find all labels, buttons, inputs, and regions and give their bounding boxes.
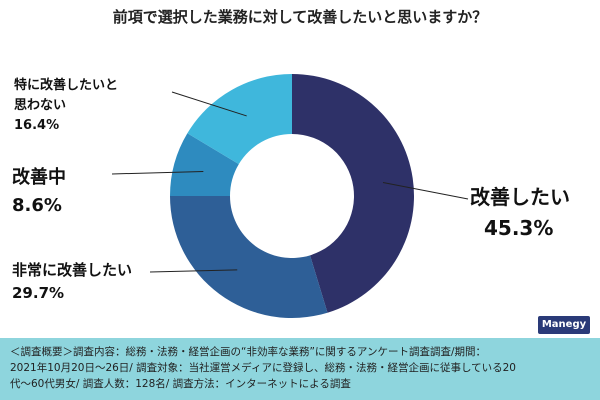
donut-chart: [111, 74, 469, 318]
slice-label-value: 16.4%: [14, 118, 60, 134]
survey-footer: ＜調査概要＞調査内容：総務・法務・経営企画の“非効率な業務”に関するアンケート調…: [0, 338, 600, 400]
slice-label-name: 改善したい: [470, 185, 570, 209]
footer-line-1: ＜調査概要＞調査内容：総務・法務・経営企画の“非効率な業務”に関するアンケート調…: [10, 346, 486, 358]
slice-label-value: 29.7%: [12, 284, 65, 303]
chart-title: 前項で選択した業務に対して改善したいと思いますか？: [112, 8, 488, 26]
slice-label-value: 45.3%: [484, 216, 554, 240]
leader-line-3: [111, 170, 204, 175]
slice-label-name: 思わない: [14, 98, 67, 114]
slice-3: [170, 133, 239, 196]
slice-label-1: 改善したい 45.3%: [470, 182, 570, 244]
slice-label-2: 非常に改善したい 29.7%: [12, 259, 132, 306]
slice-label-value: 8.6%: [12, 194, 62, 216]
leader-line-1: [382, 181, 469, 200]
slice-1: [292, 74, 414, 313]
slice-label-name: 特に改善したいと: [14, 78, 119, 93]
slice-label-4: 特に改善したいと 思わない 16.4%: [14, 76, 118, 136]
slice-label-3: 改善中 8.6%: [12, 164, 66, 220]
leader-line-2: [149, 269, 238, 273]
slice-label-name: 非常に改善したい: [12, 261, 133, 279]
slice-4: [187, 74, 292, 165]
footer-line-3: 代〜60代男女/ 調査人数：128名/ 調査方法：インターネットによる調査: [10, 378, 351, 390]
manegy-logo: Manegy: [538, 316, 590, 334]
slice-2: [170, 196, 328, 318]
slice-label-name: 改善中: [12, 167, 66, 188]
leader-line-4: [171, 91, 247, 117]
footer-line-2: 2021年10月20日〜26日/ 調査対象：当社運営メディアに登録し、総務・法務…: [10, 362, 516, 374]
